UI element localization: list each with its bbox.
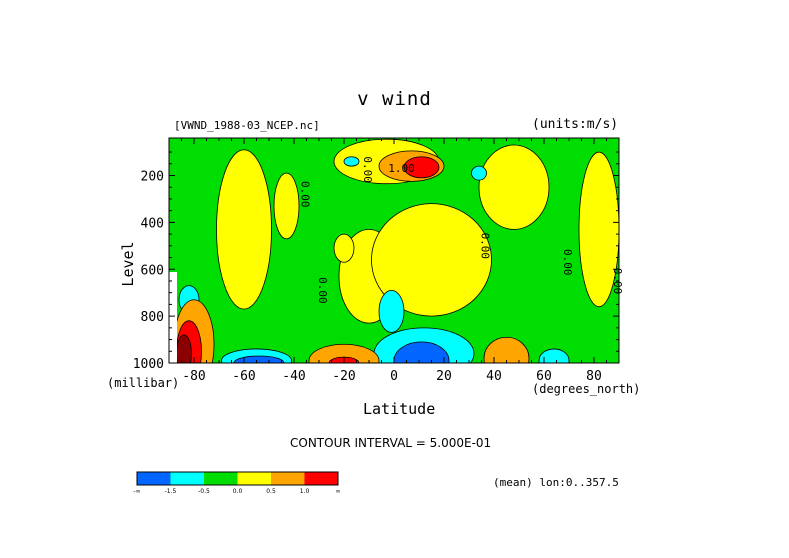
contour-region [233, 355, 285, 363]
y-tick-label: 1000 [133, 357, 164, 372]
legend-swatch [170, 472, 204, 485]
contour-region [478, 144, 550, 230]
x-tick-label: 80 [586, 369, 602, 384]
x-tick-label: 20 [436, 369, 452, 384]
x-tick-label: 40 [486, 369, 502, 384]
legend-frame [136, 471, 339, 486]
legend-label: -1.5 [165, 488, 177, 495]
axes: -80 -60 -40 -20 0 20 40 60 80 200 400 600 800 1000 [133, 138, 620, 384]
x-axis-label: Latitude [363, 400, 436, 418]
plot-area: 0.000.000.00 1.000.000.000.00 [168, 137, 624, 364]
mean-longitude-label: (mean) lon:0..357.5 [493, 476, 619, 489]
y-tick-label: 600 [141, 263, 164, 278]
contour-region [403, 156, 440, 179]
x-tick-label: 60 [536, 369, 552, 384]
y-tick-label: 200 [141, 170, 164, 185]
contour-value-label: 0.00 [561, 249, 574, 276]
y-tick-label: 800 [141, 310, 164, 325]
units-label: (units:m/s) [532, 117, 619, 132]
x-tick-label: -80 [182, 369, 205, 384]
x-tick-label: -40 [282, 369, 305, 384]
contour-region [273, 172, 300, 240]
source-file-label: [VWND_1988-03_NCEP.nc] [174, 119, 320, 132]
contour-region [333, 233, 355, 263]
legend-label: -0.5 [198, 488, 210, 495]
y-tick-label: 400 [141, 216, 164, 231]
x-tick-label: -60 [232, 369, 255, 384]
chart-title: v wind [357, 88, 432, 110]
contour-interval-label: CONTOUR INTERVAL = 5.000E-01 [290, 436, 492, 450]
contour-region [308, 343, 380, 363]
contour-region [471, 165, 487, 181]
contour-value-label: 0.00 [316, 277, 329, 304]
y-axis-label: Level [119, 241, 137, 287]
legend-label: ∞ [336, 488, 341, 495]
x-tick-label: 0 [390, 369, 398, 384]
x-tick-label: -20 [332, 369, 355, 384]
legend-swatch [204, 472, 238, 485]
legend-label: 0.0 [233, 488, 243, 495]
contour-region [378, 289, 405, 333]
legend-label: -∞ [133, 488, 140, 495]
contour-region [216, 149, 272, 310]
contour-region [343, 156, 360, 167]
contour-region [483, 336, 530, 363]
y-axis-units: (millibar) [107, 376, 180, 390]
color-legend: -∞ -1.5 -0.5 0.0 0.5 1.0 ∞ [133, 471, 341, 495]
legend-swatch [237, 472, 271, 485]
x-axis-units: (degrees_north) [532, 382, 641, 396]
contour-value-label: 0.00 [361, 156, 374, 183]
legend-label: 1.0 [300, 488, 310, 495]
legend-swatch [304, 472, 338, 485]
contour-value-label: 0.00 [479, 233, 492, 260]
contour-region [578, 151, 619, 308]
contour-region [176, 334, 192, 363]
missing-data-region [169, 272, 177, 363]
contour-value-label: 0.00 [299, 181, 312, 208]
contour-value-label: 1.00 [388, 162, 415, 175]
contour-region [371, 203, 492, 317]
legend-label: 0.5 [266, 488, 276, 495]
legend-swatch [271, 472, 305, 485]
legend-swatch [137, 472, 171, 485]
